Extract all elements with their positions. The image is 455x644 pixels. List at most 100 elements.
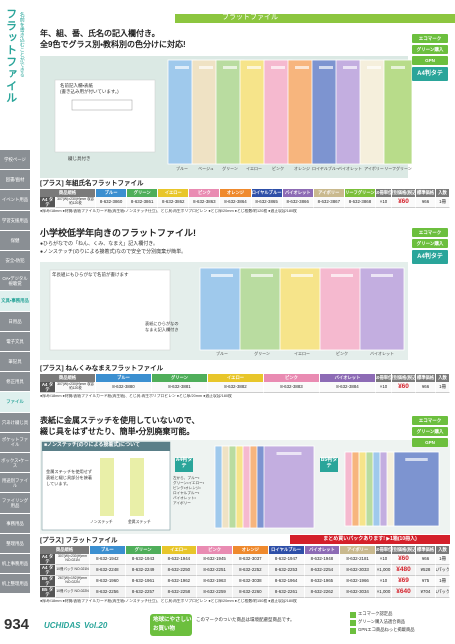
sidebar-tab: 机上整理用品 bbox=[0, 574, 30, 594]
file-image bbox=[393, 451, 440, 527]
info-box-head bbox=[42, 442, 170, 451]
file-clip bbox=[251, 274, 273, 277]
sidebar-tab: 電子文具 bbox=[0, 331, 30, 351]
table-cell: ¥480 bbox=[392, 565, 416, 576]
sidebar-tab: 穴あけ綴じ具 bbox=[0, 412, 30, 432]
file-image bbox=[279, 267, 325, 351]
table-cell: 10冊パック NO.021N bbox=[56, 565, 90, 576]
binder-illustration bbox=[100, 458, 114, 516]
table-cell: ¥528 bbox=[416, 565, 436, 576]
badge: GPN bbox=[412, 438, 448, 447]
table-header: バイオレット bbox=[282, 189, 314, 197]
file-clip bbox=[371, 274, 393, 277]
table-cell: ¥69 bbox=[392, 576, 416, 587]
table-cell: 8-632-1964 bbox=[268, 576, 305, 587]
color-label: バイオレット bbox=[338, 166, 362, 171]
table-header: 特別価格(税込) bbox=[392, 189, 416, 197]
callout: 名前記入欄・表紙 bbox=[60, 83, 94, 88]
sidebar-tab: ファイリング用品 bbox=[0, 493, 30, 513]
table-header: グリーン bbox=[125, 546, 162, 554]
table-header: 商品規格 bbox=[40, 189, 96, 197]
file-clip bbox=[291, 274, 313, 277]
sidebar-tab: 用途別ファイル bbox=[0, 473, 30, 493]
table-header: 商品規格 bbox=[40, 374, 96, 382]
badge: A4判タテ bbox=[412, 250, 448, 264]
table-cell: 8-632-3882 bbox=[208, 382, 264, 393]
headline: 年、組、番、氏名の記入欄付き。 bbox=[40, 29, 160, 38]
table-cell: 8-632-3868 bbox=[344, 197, 376, 208]
callout: 表紙にひらがなの bbox=[145, 321, 179, 326]
info-box-text: しています。 bbox=[46, 481, 71, 486]
table-cell: 8-632-1960 bbox=[90, 576, 126, 587]
table-cell: 8-632-2253 bbox=[268, 565, 305, 576]
file-image bbox=[239, 59, 269, 165]
size-colors: グリーン・イエロー・ bbox=[173, 481, 204, 485]
table-header: ロイヤルブルー bbox=[251, 189, 283, 197]
color-label: ベージュ bbox=[198, 166, 214, 171]
table-header: ピンク bbox=[197, 546, 233, 554]
sidebar-tab: 整理用品 bbox=[0, 533, 30, 553]
table-cell: 8-632-2251 bbox=[197, 565, 233, 576]
table-cell: A4 タテ bbox=[40, 197, 56, 208]
table-title: [プラス] 年組氏名フラットファイル bbox=[40, 180, 144, 187]
table-cell: 8-632-1942 bbox=[90, 554, 126, 565]
badge: グリーン購入 bbox=[412, 45, 448, 54]
file-image bbox=[359, 59, 389, 165]
file-image bbox=[263, 445, 315, 529]
eco-box bbox=[150, 614, 192, 636]
table-header: ブルー bbox=[96, 374, 152, 382]
file-clip bbox=[319, 66, 333, 69]
table-cell: 8-632-3034 bbox=[340, 587, 376, 598]
table-cell: 8-632-2249 bbox=[125, 565, 162, 576]
table-cell: ×10 bbox=[376, 197, 392, 208]
table-cell: ¥60 bbox=[392, 554, 416, 565]
legend-text: GPNエコ商品ねっと掲載商品 bbox=[358, 627, 415, 632]
table-cell: 307(W)×230(H)mm 収容約120枚 bbox=[56, 197, 96, 208]
table-cell: 8-632-2256 bbox=[90, 587, 126, 598]
badge: グリーン購入 bbox=[412, 239, 448, 248]
badge: グリーン購入 bbox=[412, 427, 448, 436]
table-header: バイオレット bbox=[320, 374, 376, 382]
eco-box-text: お買い物 bbox=[153, 626, 176, 632]
legend-icon bbox=[350, 612, 356, 618]
table-cell: 8-632-3860 bbox=[96, 197, 128, 208]
callout: 綴じ具付き bbox=[68, 156, 91, 161]
table-cell: 8-632-2258 bbox=[161, 587, 198, 598]
table-cell: ×10 bbox=[376, 382, 392, 393]
sidebar-tab: イベント用品 bbox=[0, 190, 30, 210]
table-header: 特別価格(税込) bbox=[392, 374, 416, 382]
table-cell: A4 タテ bbox=[40, 565, 56, 576]
color-label: ピンク bbox=[336, 351, 348, 356]
file-clip bbox=[223, 66, 237, 69]
sidebar-tab: ファイル bbox=[0, 392, 30, 412]
table-cell: 8-632-1948 bbox=[304, 554, 341, 565]
sidebar-tab: OA・デジタル視聴覚 bbox=[0, 271, 30, 291]
table-header: 標準価格 bbox=[416, 546, 436, 554]
file-clip bbox=[276, 452, 302, 455]
color-label: ピンク bbox=[272, 166, 284, 171]
table-cell: 8-632-3867 bbox=[313, 197, 345, 208]
promo: まとめ買いパックあります! ▶1箱(10冊入) bbox=[290, 535, 450, 544]
table-cell: 10冊パック NO.022N bbox=[56, 587, 90, 598]
info-box-text: 金属ステッチを使用せず bbox=[46, 469, 93, 474]
table-cell: ¥60 bbox=[392, 382, 416, 393]
color-label: バイオレット bbox=[370, 351, 394, 356]
legend-icon bbox=[350, 620, 356, 626]
file-clip bbox=[391, 66, 405, 69]
sidebar-tab: 修正用具 bbox=[0, 372, 30, 392]
size-colors: バイオレット・ bbox=[173, 496, 196, 500]
table-cell: 8-632-1962 bbox=[161, 576, 198, 587]
table-cell: 8-632-3881 bbox=[152, 382, 208, 393]
table-cell: 8-632-3862 bbox=[158, 197, 190, 208]
eco-box-text: 地球にやさしい bbox=[153, 617, 192, 623]
file-image bbox=[263, 59, 293, 165]
table-header: 10冊単位 bbox=[376, 374, 392, 382]
table-header: アイボリー bbox=[313, 189, 345, 197]
table-cell: 8-632-2262 bbox=[304, 587, 341, 598]
info-box-label: 金属ステッチ bbox=[128, 520, 151, 524]
color-label: ロイヤルブルー bbox=[312, 166, 340, 171]
file-image bbox=[311, 59, 341, 165]
table-cell: ×1,000 bbox=[376, 565, 392, 576]
table-cell: ¥75 bbox=[416, 576, 436, 587]
table-header: ピンク bbox=[264, 374, 320, 382]
